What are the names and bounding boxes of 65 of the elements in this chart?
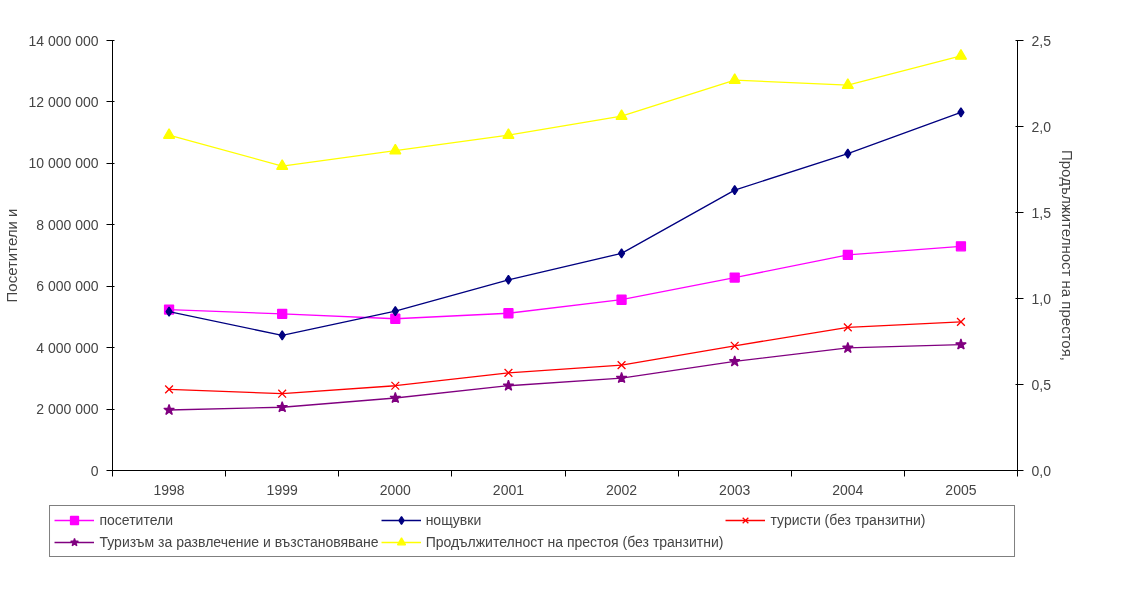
x-tick-label: 2004 [832, 481, 864, 498]
point [276, 159, 289, 170]
point [390, 313, 401, 324]
y2-tick-label: 2,0 [1031, 118, 1052, 135]
point [841, 78, 854, 90]
y-tick-label: 0 [90, 462, 99, 479]
x-tick-label: 1999 [266, 481, 298, 498]
y2-tick-label: 0,5 [1031, 376, 1052, 393]
point [162, 128, 176, 139]
point [503, 308, 514, 319]
y-tick-label: 12 000 000 [28, 93, 99, 110]
point [389, 143, 402, 155]
y2-tick-label: 0,0 [1031, 462, 1052, 479]
point [390, 381, 400, 391]
point [956, 317, 966, 327]
point [503, 368, 513, 378]
y-tick-label: 14 000 000 [28, 32, 99, 49]
y-tick-label: 2 000 000 [36, 401, 99, 418]
point [954, 48, 968, 60]
y-tick-label: 8 000 000 [36, 216, 99, 233]
point [502, 379, 515, 391]
point [277, 308, 288, 320]
point [617, 248, 626, 259]
legend-label: туристи (без транзитни) [770, 512, 927, 528]
x-tick-label: 2001 [492, 481, 525, 498]
point [616, 294, 627, 305]
y2-axis-title: Продължителност на престоя, [1058, 150, 1076, 361]
y2-tick-label: 1,5 [1031, 204, 1052, 221]
point [841, 341, 854, 354]
y2-tick-label: 1,0 [1031, 290, 1052, 307]
point [843, 322, 853, 332]
point [728, 355, 741, 367]
point [615, 371, 628, 384]
point [728, 73, 741, 84]
y-tick-label: 6 000 000 [36, 278, 99, 295]
x-tick-label: 2003 [719, 481, 751, 498]
point [502, 128, 515, 139]
x-tick-label: 1998 [153, 481, 185, 498]
point [164, 384, 174, 394]
point [957, 107, 965, 118]
point [955, 241, 967, 252]
y-axis-title: Посетители и [3, 208, 21, 303]
y-tick-label: 10 000 000 [28, 155, 99, 172]
point [278, 330, 286, 341]
legend-label: Продължителност на престоя (без транзитни) [425, 534, 724, 550]
legend-label: посетители [99, 512, 174, 528]
x-tick-label: 2002 [605, 481, 638, 498]
point [842, 249, 853, 261]
point [730, 341, 740, 351]
point [729, 272, 740, 283]
point [389, 391, 402, 404]
x-tick-label: 2000 [379, 481, 412, 498]
point [277, 389, 287, 399]
legend-label: нощувки [425, 512, 483, 528]
y2-tick-label: 2,5 [1031, 32, 1052, 49]
point [615, 109, 628, 121]
x-tick-label: 2005 [945, 481, 977, 498]
point [844, 148, 852, 159]
point [617, 360, 627, 370]
point [504, 274, 513, 285]
point [163, 403, 175, 416]
point [276, 401, 289, 413]
point [955, 338, 967, 350]
y-tick-label: 4 000 000 [36, 339, 99, 356]
legend-label: Туризъм за развлечение и възстановяване [99, 534, 379, 550]
